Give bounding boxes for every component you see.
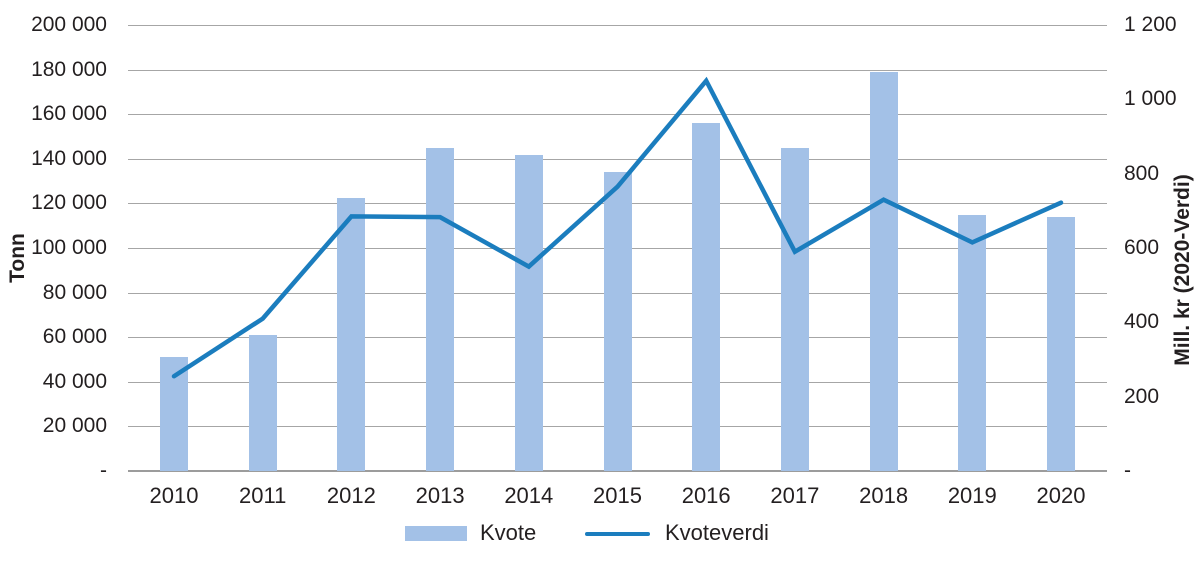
bar-kvote-2011 [248,334,277,471]
left-tick-100000: 100 000 [31,236,107,259]
left-tick--: - [100,459,107,482]
right-axis-title: Mill. kr (2020-Verdi) [1171,174,1194,366]
x-label-2018: 2018 [859,483,909,508]
x-label-2019: 2019 [947,483,997,508]
right-tick--: - [1124,459,1131,482]
right-tick-800: 800 [1124,161,1160,185]
right-tick-600: 600 [1124,236,1160,259]
x-label-2020: 2020 [1036,483,1086,508]
bar-kvote-2019 [958,214,987,471]
left-tick-140000: 140 000 [31,146,107,170]
right-tick-400: 400 [1124,310,1160,334]
x-label-2017: 2017 [770,483,820,508]
gridline [128,158,1107,160]
legend-label-kvote: Kvote [480,520,537,545]
x-label-2010: 2010 [149,483,199,508]
x-label-2011: 2011 [239,483,287,508]
left-tick-200000: 200 000 [31,13,107,36]
plot-area [128,25,1107,472]
right-tick-200: 200 [1124,384,1160,408]
left-tick-20000: 20 000 [42,414,107,438]
bar-kvote-2020 [1047,216,1075,471]
gridline [128,114,1107,116]
bar-kvote-2013 [426,147,455,471]
x-label-2013: 2013 [415,483,465,508]
left-tick-180000: 180 000 [31,57,107,81]
kvote-bar-swatch-icon [405,526,467,541]
bar-kvote-2018 [869,71,898,471]
left-tick-60000: 60 000 [42,325,107,349]
kvoteverdi-line-series [171,76,1064,379]
x-label-2016: 2016 [681,483,731,508]
gridline [128,25,1107,26]
left-tick-120000: 120 000 [31,191,107,215]
x-label-2014: 2014 [504,483,554,508]
bar-kvote-2016 [692,123,721,471]
left-tick-80000: 80 000 [42,280,107,304]
x-label-2015: 2015 [593,483,642,508]
kvoteverdi-polyline [171,76,1064,379]
kvoteverdi-line-swatch-icon [585,532,650,536]
left-tick-160000: 160 000 [31,102,107,126]
right-tick-1200: 1 200 [1124,13,1177,36]
bar-kvote-2017 [780,147,809,471]
gridline [128,69,1107,71]
x-axis-line [128,470,1107,472]
x-label-2012: 2012 [326,483,376,508]
right-tick-1000: 1 000 [1124,87,1177,111]
bar-kvote-2012 [337,197,366,471]
bar-kvote-2015 [603,172,632,471]
legend-label-kvoteverdi: Kvoteverdi [665,520,769,545]
bar-kvote-2014 [514,155,543,471]
left-tick-40000: 40 000 [42,369,107,393]
legend: Kvote Kvoteverdi [0,516,1200,556]
